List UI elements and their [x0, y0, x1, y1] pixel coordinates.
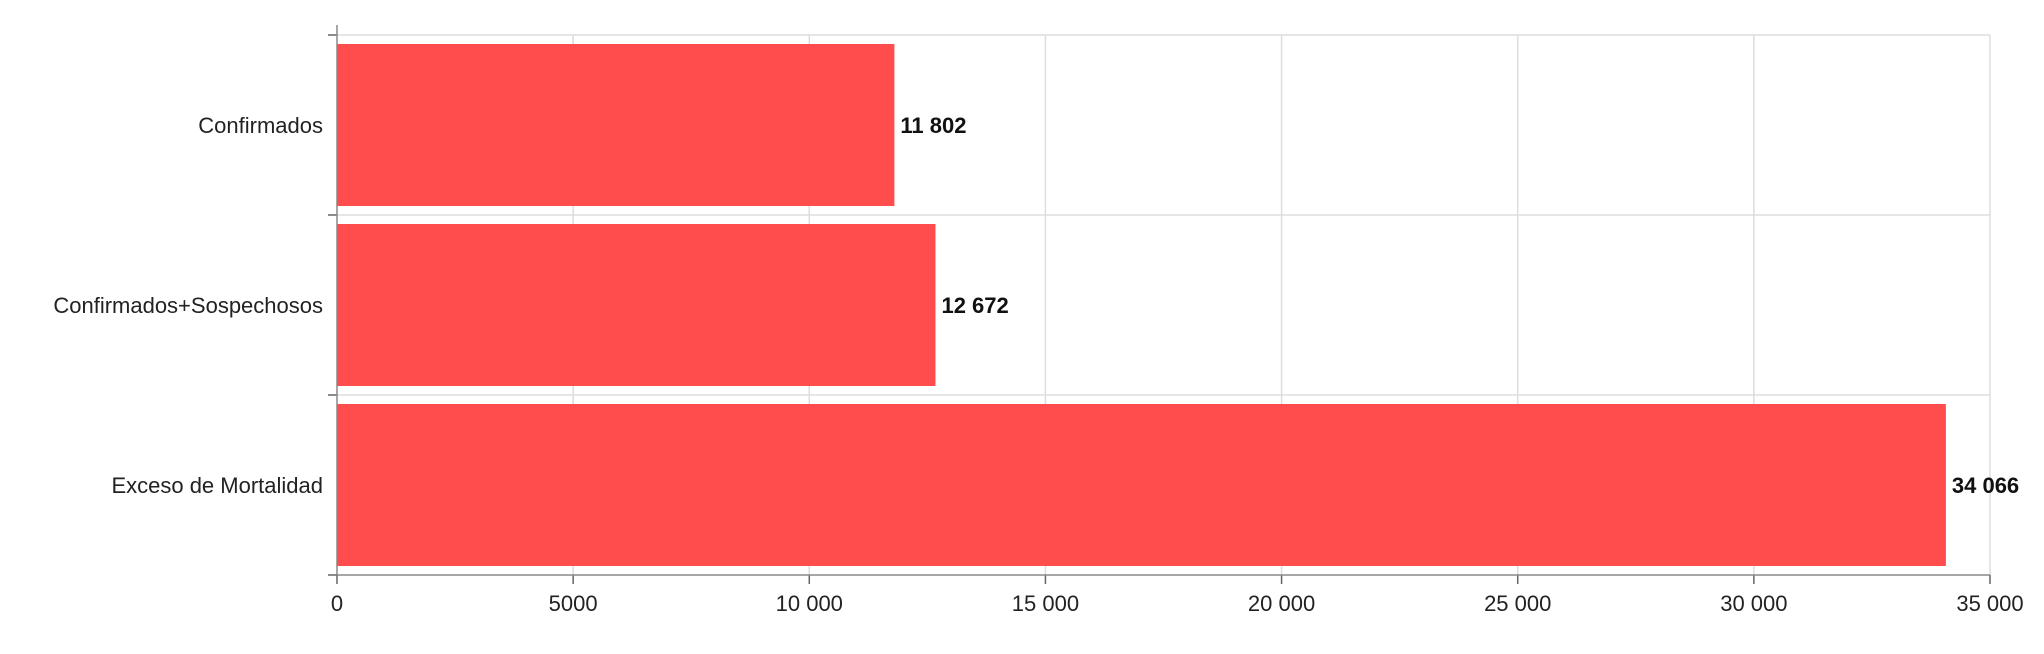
x-tick-label: 25 000: [1484, 591, 1551, 616]
data-label: 34 066: [1952, 473, 2019, 498]
bar: [337, 224, 936, 386]
x-tick-label: 35 000: [1956, 591, 2023, 616]
x-tick-label: 5000: [549, 591, 598, 616]
x-tick-label: 15 000: [1012, 591, 1079, 616]
x-tick-label: 0: [331, 591, 343, 616]
bars: [337, 44, 1946, 566]
axes: [328, 25, 1991, 584]
bar: [337, 404, 1946, 566]
category-label: Confirmados: [198, 113, 323, 138]
labels: 0 5000 10 000 15 000 20 000 25 000 30 000 35 00…: [53, 113, 2023, 616]
x-tick-label: 20 000: [1248, 591, 1315, 616]
data-label: 11 802: [900, 113, 966, 138]
category-label: Confirmados+Sospechosos: [53, 293, 323, 318]
data-label: 12 672: [941, 293, 1008, 318]
bar: [337, 44, 895, 206]
category-label: Exceso de Mortalidad: [111, 473, 323, 498]
x-tick-label: 30 000: [1720, 591, 1787, 616]
x-tick-label: 10 000: [776, 591, 843, 616]
